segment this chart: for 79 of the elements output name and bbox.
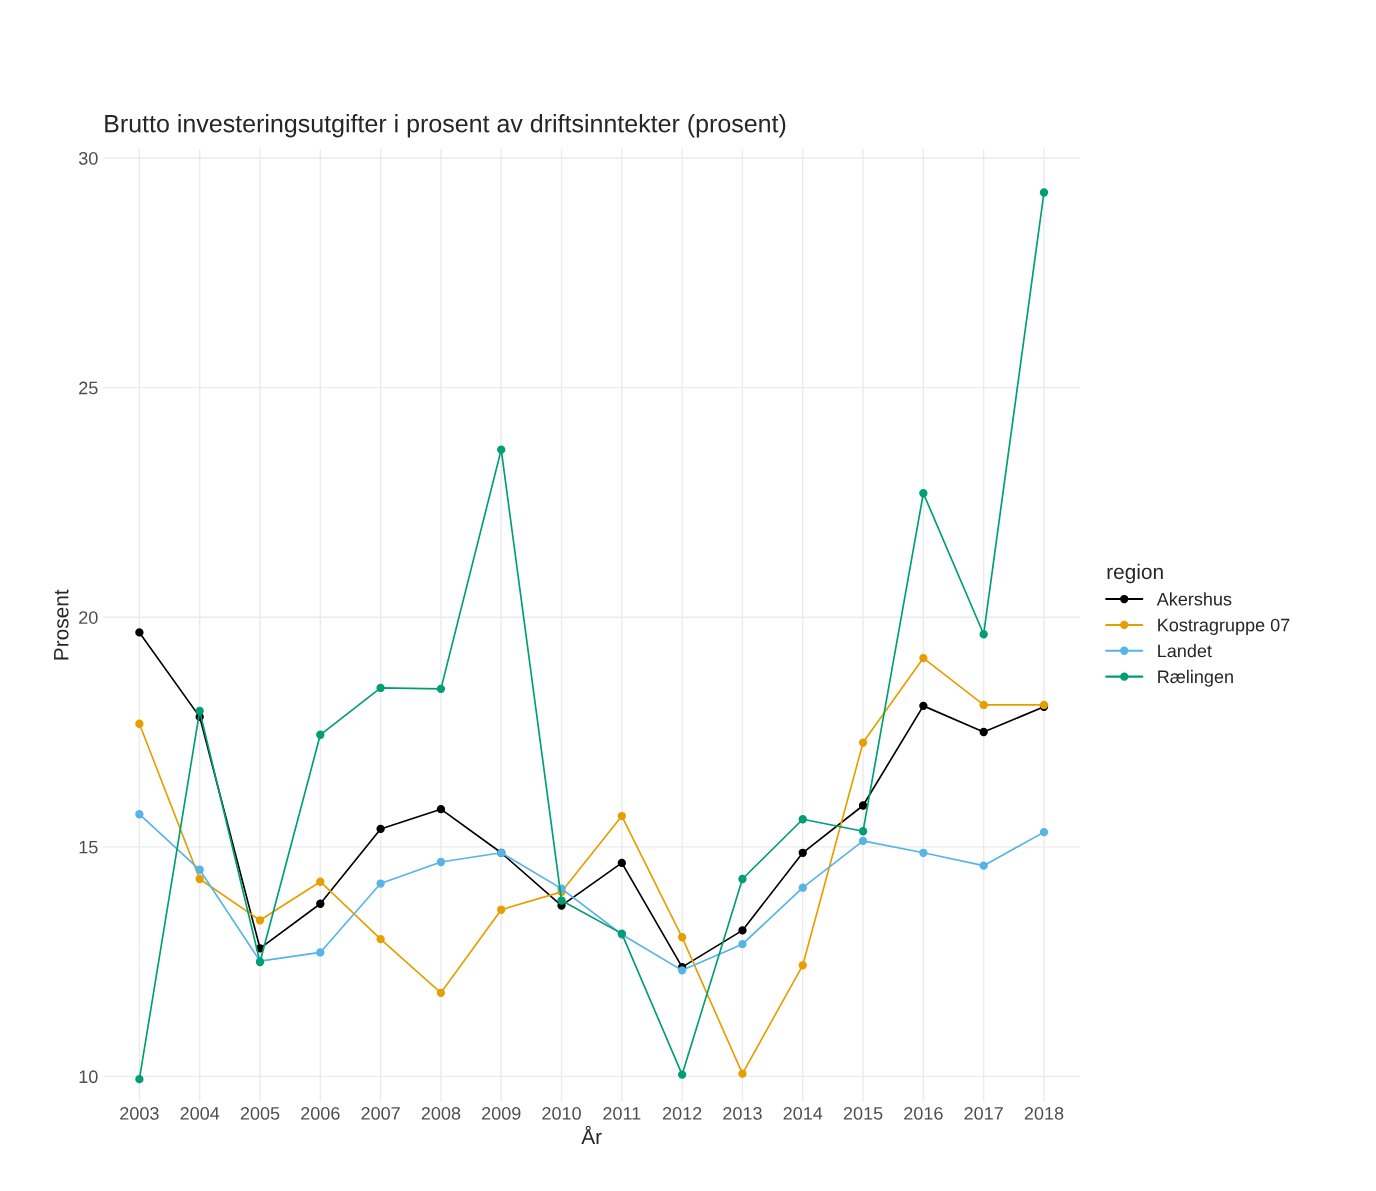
y-tick-label: 30 [78,151,98,165]
point [979,861,988,870]
x-axis-title: År [581,1125,602,1145]
point [195,874,204,884]
point [1039,827,1049,837]
point [195,865,204,874]
point [1039,188,1049,197]
y-tick-label: 20 [79,611,98,624]
point [376,879,385,888]
legend-title: region [1107,563,1163,584]
x-tick-label: 2013 [723,1107,762,1120]
point [436,684,446,694]
point [436,988,446,998]
point [979,700,988,710]
x-tick-label: 2004 [180,1107,220,1120]
point [677,966,687,975]
point [316,877,325,886]
x-tick-label: 2016 [904,1107,943,1120]
point [436,857,446,867]
point [376,683,385,693]
point [858,738,868,747]
point [798,961,807,970]
point [677,1070,687,1079]
point [436,805,446,814]
point [497,445,506,454]
x-tick-label: 2009 [482,1107,521,1120]
x-tick-label: 2018 [1024,1107,1064,1120]
x-tick-label: 2005 [240,1107,280,1120]
point [798,883,807,892]
point [979,630,988,639]
point [858,801,868,810]
chart-title: Brutto investeringsutgifter i prosent av driftsinntekter (prosent) [105,114,786,138]
point [738,926,747,935]
legend-label: Kostragruppe 07 [1158,618,1290,635]
point [316,899,325,908]
point [376,934,385,944]
x-tick-label: 2003 [120,1107,159,1120]
point [979,727,988,737]
x-tick-label: 2015 [843,1107,883,1120]
point [677,933,687,942]
point [135,1075,144,1084]
x-tick-label: 2008 [421,1107,461,1120]
point [557,896,566,905]
point [798,848,807,857]
point [617,858,626,868]
point [738,1069,747,1078]
legend-label: Rælingen [1158,669,1233,687]
point [858,827,868,836]
point [376,824,385,834]
x-tick-label: 2011 [603,1107,641,1120]
x-tick-label: 2014 [783,1107,823,1120]
point [195,706,204,716]
point [135,810,144,819]
x-tick-label: 2012 [662,1107,702,1120]
x-tick-label: 2010 [542,1107,581,1120]
point [255,916,265,925]
point [135,628,144,637]
point [919,848,928,857]
point [858,836,868,846]
y-tick-label: 10 [79,1070,98,1084]
point [617,811,626,821]
y-tick-label: 25 [79,381,98,395]
x-tick-label: 2006 [301,1107,340,1120]
point [316,948,325,957]
point [497,905,506,914]
legend-label: Landet [1158,644,1212,658]
x-tick-label: 2007 [361,1107,400,1120]
point [738,940,747,949]
point [919,701,928,711]
point [919,653,928,663]
point [738,874,747,884]
point [316,730,325,739]
legend-label: Akershus [1156,592,1232,606]
point [135,719,144,728]
point [798,815,807,824]
x-tick-label: 2017 [964,1107,1003,1120]
point [919,489,928,498]
y-axis-title: Prosent [54,589,69,660]
y-tick-label: 15 [79,840,98,854]
